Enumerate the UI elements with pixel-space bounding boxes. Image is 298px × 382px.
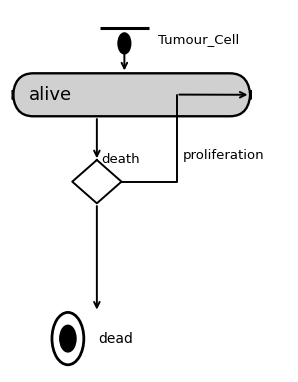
Text: Tumour_Cell: Tumour_Cell <box>158 33 239 46</box>
Ellipse shape <box>60 325 76 352</box>
Text: alive: alive <box>29 86 72 104</box>
Text: dead: dead <box>98 332 133 346</box>
Text: death: death <box>101 153 140 166</box>
Polygon shape <box>72 160 122 203</box>
Ellipse shape <box>118 33 131 54</box>
FancyBboxPatch shape <box>13 73 250 116</box>
Text: proliferation: proliferation <box>182 149 264 162</box>
